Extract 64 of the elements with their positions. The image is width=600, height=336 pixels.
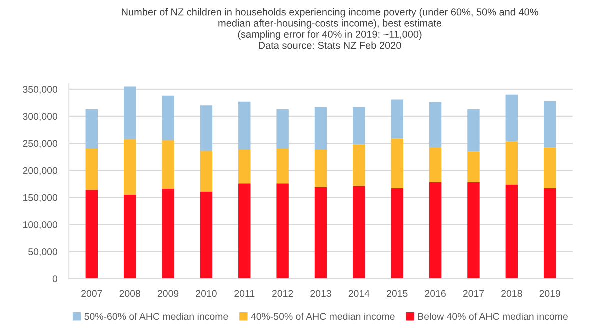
bar xyxy=(276,109,289,149)
bar xyxy=(429,102,442,148)
bar xyxy=(506,184,518,279)
bar xyxy=(238,184,251,279)
bar xyxy=(429,147,442,183)
x-tick-label: 2016 xyxy=(425,290,446,298)
bar xyxy=(391,188,404,279)
bar xyxy=(238,150,251,184)
bar xyxy=(314,107,328,150)
bar xyxy=(353,144,366,186)
legend-label: 40%-50% of AHC median income xyxy=(251,312,395,320)
x-tick-label: 2019 xyxy=(540,290,560,298)
x-tick-label: 2011 xyxy=(234,290,255,298)
bar xyxy=(238,102,251,150)
bar xyxy=(276,148,289,184)
x-tick-label: 2009 xyxy=(158,290,179,298)
x-tick-label: 2013 xyxy=(310,290,332,298)
bar xyxy=(162,140,174,190)
x-tick-label: 2007 xyxy=(82,290,102,298)
bar xyxy=(200,192,213,279)
bar xyxy=(200,106,213,152)
x-tick-label: 2010 xyxy=(196,290,217,298)
x-tick-label: 2017 xyxy=(463,290,484,298)
bar xyxy=(314,150,328,188)
y-tick-label: 250,000 xyxy=(23,140,58,148)
y-tick-label: 300,000 xyxy=(23,113,58,122)
x-tick-label: 2018 xyxy=(502,290,522,298)
bar xyxy=(353,186,366,279)
bar xyxy=(86,148,98,190)
y-tick-label: 350,000 xyxy=(23,86,58,94)
bar xyxy=(314,187,328,279)
bar xyxy=(86,190,98,279)
bar xyxy=(544,148,556,188)
bar xyxy=(544,101,556,148)
bar xyxy=(353,107,366,145)
legend-label: Below 40% of AHC median income xyxy=(418,312,568,320)
bar xyxy=(468,109,480,152)
bar xyxy=(429,182,442,279)
bar xyxy=(162,189,174,279)
bar xyxy=(506,142,518,185)
legend-label: 50%-60% of AHC median income xyxy=(84,312,228,320)
bar xyxy=(200,151,213,192)
bar xyxy=(391,138,404,188)
bar xyxy=(276,184,289,279)
bar xyxy=(124,86,136,140)
y-tick-label: 200,000 xyxy=(23,167,58,176)
bar xyxy=(124,194,136,279)
y-tick-label: 50,000 xyxy=(28,248,58,257)
x-tick-label: 2008 xyxy=(120,290,140,298)
x-tick-label: 2012 xyxy=(272,290,294,298)
y-tick-label: 150,000 xyxy=(23,194,58,202)
bar xyxy=(124,139,136,195)
chart-title: Number of NZ children in households experiencing income poverty (under 60%, 50% and 40% median after-housing-costs income), best estimate (sampling error for 40% in 2019: ~11,000) Data source: Stats NZ Feb 2020 xyxy=(122,8,538,50)
bar xyxy=(506,94,518,142)
x-tick-label: 2015 xyxy=(387,290,408,298)
bar xyxy=(544,188,556,279)
x-tick-label: 2014 xyxy=(348,290,370,298)
y-tick-label: 100,000 xyxy=(23,221,58,230)
y-tick-label: 0 xyxy=(52,276,58,282)
bar xyxy=(86,109,98,149)
bar xyxy=(468,182,480,279)
bar xyxy=(162,96,174,140)
bar xyxy=(391,100,404,139)
bar xyxy=(468,152,480,183)
